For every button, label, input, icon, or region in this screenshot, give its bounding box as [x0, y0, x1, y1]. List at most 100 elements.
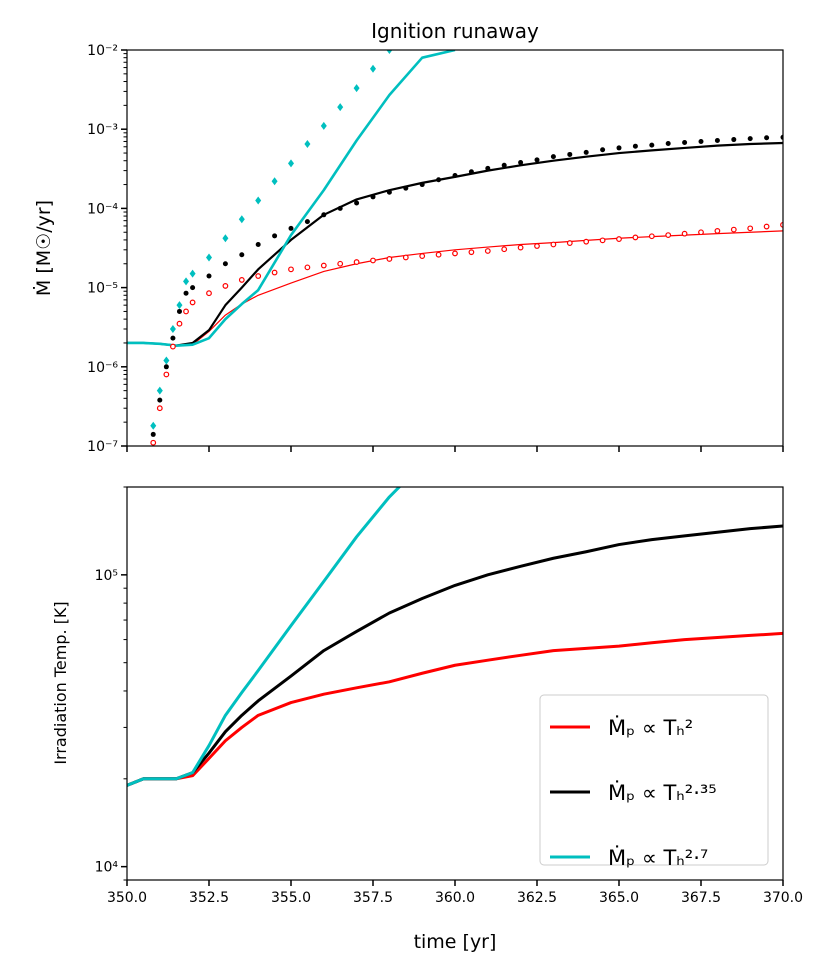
marker [648, 233, 655, 240]
marker [714, 137, 720, 143]
line-series [127, 487, 402, 787]
marker [288, 266, 294, 273]
marker [370, 257, 376, 264]
marker [501, 162, 507, 168]
legend-label: Ṁₚ ∝ Tₕ²·³⁵ [608, 780, 717, 805]
marker [550, 241, 557, 248]
marker [534, 243, 540, 249]
legend-box [539, 694, 769, 866]
marker [304, 264, 311, 271]
marker [517, 244, 524, 251]
marker [468, 169, 474, 175]
marker [436, 177, 442, 183]
marker [337, 260, 344, 267]
marker [183, 290, 189, 296]
marker [484, 248, 491, 254]
marker [403, 185, 409, 191]
marker [518, 159, 524, 165]
marker [183, 308, 189, 315]
marker [386, 50, 393, 54]
marker [354, 200, 360, 206]
marker [304, 219, 310, 225]
axes-frame [126, 49, 784, 447]
marker [206, 253, 212, 262]
x-tick-label: 367.5 [681, 890, 721, 906]
marker [452, 250, 458, 257]
y-axis-label: Irradiation Temp. [K] [51, 601, 70, 764]
marker [304, 140, 311, 149]
plot-area [127, 50, 783, 446]
marker [157, 397, 163, 403]
marker [163, 356, 170, 365]
x-tick-label: 350.0 [107, 890, 147, 906]
marker [156, 386, 163, 395]
marker [468, 249, 475, 256]
marker [337, 205, 343, 211]
y-tick-label: 10⁴ [95, 860, 119, 876]
x-tick-label: 360.0 [435, 890, 475, 906]
marker [419, 253, 426, 259]
marker [170, 335, 176, 341]
marker [238, 277, 245, 283]
marker [714, 227, 721, 234]
y-tick-label: 10⁻⁵ [87, 281, 118, 297]
marker [321, 212, 327, 218]
marker [435, 251, 442, 258]
marker [747, 225, 754, 232]
marker [682, 139, 688, 145]
marker [616, 145, 622, 151]
marker [255, 196, 262, 205]
marker [731, 137, 737, 143]
marker [320, 262, 327, 269]
y-tick-label: 10⁻⁶ [87, 360, 118, 376]
marker [150, 421, 157, 430]
marker [222, 261, 228, 267]
marker [288, 225, 294, 231]
marker [190, 285, 196, 291]
y-tick-label: 10⁻² [87, 43, 118, 59]
marker [616, 236, 622, 242]
marker [189, 269, 196, 278]
marker [730, 226, 737, 233]
chart-title: Ignition runaway [371, 19, 539, 43]
marker [632, 234, 639, 241]
marker [255, 242, 261, 248]
marker [600, 147, 606, 153]
marker [271, 177, 278, 186]
marker [632, 143, 638, 149]
marker [320, 121, 327, 130]
marker [698, 229, 704, 236]
marker [402, 254, 409, 261]
marker [681, 230, 688, 237]
plot-area [127, 487, 783, 787]
line-series [127, 50, 456, 347]
marker [747, 136, 753, 142]
y-tick-label: 10⁻⁷ [87, 439, 118, 455]
marker [272, 233, 278, 239]
x-axis-label: time [yr] [414, 931, 497, 953]
marker [239, 252, 245, 258]
marker [176, 308, 182, 314]
marker [271, 269, 278, 276]
x-tick-label: 355.0 [271, 890, 311, 906]
x-tick-label: 370.0 [763, 890, 803, 906]
marker [206, 273, 212, 279]
marker [534, 157, 540, 163]
legend-label: Ṁₚ ∝ Tₕ² [608, 715, 693, 740]
marker [780, 134, 783, 140]
marker [163, 364, 169, 370]
marker [183, 277, 190, 286]
marker [353, 84, 360, 93]
y-tick-label: 10⁻⁴ [87, 201, 118, 217]
x-tick-label: 365.0 [599, 890, 639, 906]
marker [353, 259, 360, 265]
marker [566, 240, 573, 246]
marker [501, 246, 508, 253]
marker [150, 431, 156, 437]
marker [665, 140, 671, 146]
line-series [127, 631, 783, 787]
marker [176, 320, 183, 327]
marker [337, 103, 344, 112]
marker [156, 405, 163, 412]
